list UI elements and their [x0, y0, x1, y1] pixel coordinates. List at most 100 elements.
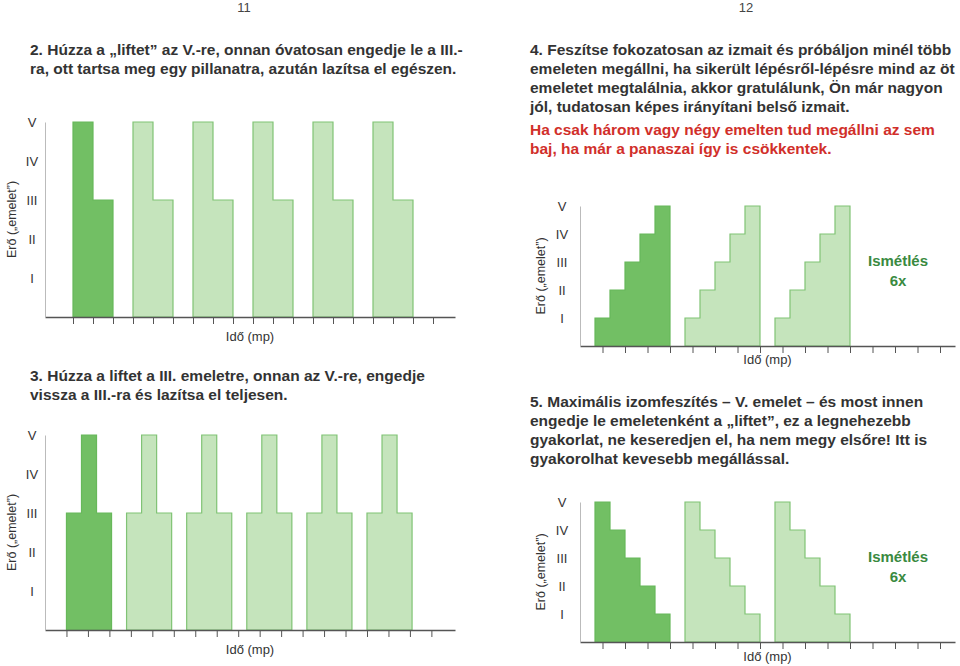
x-tick: [353, 317, 354, 324]
x-tick-mark: [805, 346, 806, 353]
x-tick-mark: [895, 346, 896, 353]
x-tick: [213, 317, 214, 324]
x-tick-mark: [109, 630, 110, 637]
x-tick-mark: [131, 630, 132, 637]
y-axis-line: [45, 123, 46, 318]
x-tick: [918, 346, 919, 353]
x-axis-line: [46, 630, 456, 631]
x-tick: [238, 630, 239, 637]
x-axis-title: Idő (mp): [743, 649, 791, 664]
x-tick: [760, 642, 761, 649]
x-axis-title: Idő (mp): [226, 329, 274, 344]
x-axis: [46, 630, 456, 637]
y-tick-label: V: [558, 199, 567, 214]
x-tick: [940, 346, 941, 353]
x-tick-mark: [73, 317, 74, 324]
y-tick-label: I: [560, 311, 564, 326]
x-tick: [738, 346, 739, 353]
x-tick-mark: [88, 630, 89, 637]
y-tick: III: [27, 506, 45, 521]
x-tick: [324, 630, 325, 637]
step-area: [595, 206, 670, 346]
x-tick: [625, 346, 626, 353]
y-tick-label: V: [28, 428, 37, 443]
chart-heading: 5. Maximális izomfeszítés – V. emelet – …: [530, 392, 955, 468]
x-tick: [195, 630, 196, 637]
chart-heading: 3. Húzza a liftet a III. emeletre, onnan…: [30, 366, 475, 404]
x-tick-mark: [152, 630, 153, 637]
y-axis-title: Erő („emelet”): [534, 533, 548, 610]
annotation-line: 6x: [890, 272, 907, 289]
chart-subtitle: Ha csak három vagy négy emelten tud megá…: [530, 120, 955, 158]
x-tick: [109, 630, 110, 637]
x-tick-mark: [603, 346, 604, 353]
y-tick: I: [560, 607, 580, 622]
x-tick-mark: [805, 642, 806, 649]
x-tick-mark: [873, 642, 874, 649]
y-tick: III: [557, 255, 580, 270]
x-tick-mark: [670, 346, 671, 353]
plot-marks: [595, 502, 850, 642]
x-tick-mark: [625, 346, 626, 353]
plot-marks: [73, 122, 413, 317]
step-area: [595, 502, 670, 642]
y-tick: I: [30, 584, 45, 599]
step-area: [775, 502, 850, 642]
x-tick: [260, 630, 261, 637]
y-axis: IIIIIIIVV: [556, 495, 581, 643]
x-tick-mark: [738, 346, 739, 353]
x-tick-mark: [217, 630, 218, 637]
x-tick: [88, 630, 89, 637]
x-tick-mark: [648, 346, 649, 353]
y-axis: IIIIIIIVV: [26, 115, 46, 318]
step-area: [367, 435, 412, 630]
y-tick-label: V: [28, 115, 37, 130]
x-tick-mark: [193, 317, 194, 324]
y-axis-line: [580, 503, 581, 643]
chart: IIIIIIIVVIdő (mp)Erő („emelet”): [5, 428, 455, 657]
y-tick: III: [557, 551, 580, 566]
step-area: [253, 122, 293, 317]
x-tick-mark: [174, 630, 175, 637]
x-tick: [940, 642, 941, 649]
x-tick-mark: [410, 630, 411, 637]
x-axis-title: Idő (mp): [226, 642, 274, 657]
x-tick-mark: [760, 642, 761, 649]
step-area: [66, 435, 111, 630]
x-tick-mark: [260, 630, 261, 637]
step-area: [193, 122, 233, 317]
x-axis-title: Idő (mp): [743, 352, 791, 367]
y-tick: V: [28, 428, 45, 443]
x-tick: [174, 630, 175, 637]
x-tick: [850, 346, 851, 353]
y-axis: IIIIIIIVV: [26, 428, 46, 631]
x-tick: [918, 642, 919, 649]
x-tick: [603, 346, 604, 353]
y-tick-label: II: [558, 579, 565, 594]
page-number: 12: [739, 0, 753, 15]
x-tick-mark: [388, 630, 389, 637]
x-tick-mark: [693, 642, 694, 649]
y-tick-label: IV: [556, 523, 569, 538]
x-tick: [431, 630, 432, 637]
x-tick-mark: [918, 642, 919, 649]
step-area: [685, 502, 760, 642]
x-tick-mark: [603, 642, 604, 649]
x-tick: [738, 642, 739, 649]
x-tick: [648, 642, 649, 649]
x-tick-mark: [940, 642, 941, 649]
x-tick: [828, 346, 829, 353]
step-area: [313, 122, 353, 317]
plot-marks: [66, 435, 412, 630]
step-area: [247, 435, 292, 630]
x-tick-mark: [113, 317, 114, 324]
annotation-line: Ismétlés: [868, 548, 928, 565]
x-tick: [388, 630, 389, 637]
y-tick-label: I: [560, 607, 564, 622]
x-tick: [367, 630, 368, 637]
x-tick: [346, 630, 347, 637]
x-tick-mark: [648, 642, 649, 649]
x-tick: [313, 317, 314, 324]
y-tick: V: [558, 199, 580, 214]
y-tick: IV: [26, 154, 45, 169]
